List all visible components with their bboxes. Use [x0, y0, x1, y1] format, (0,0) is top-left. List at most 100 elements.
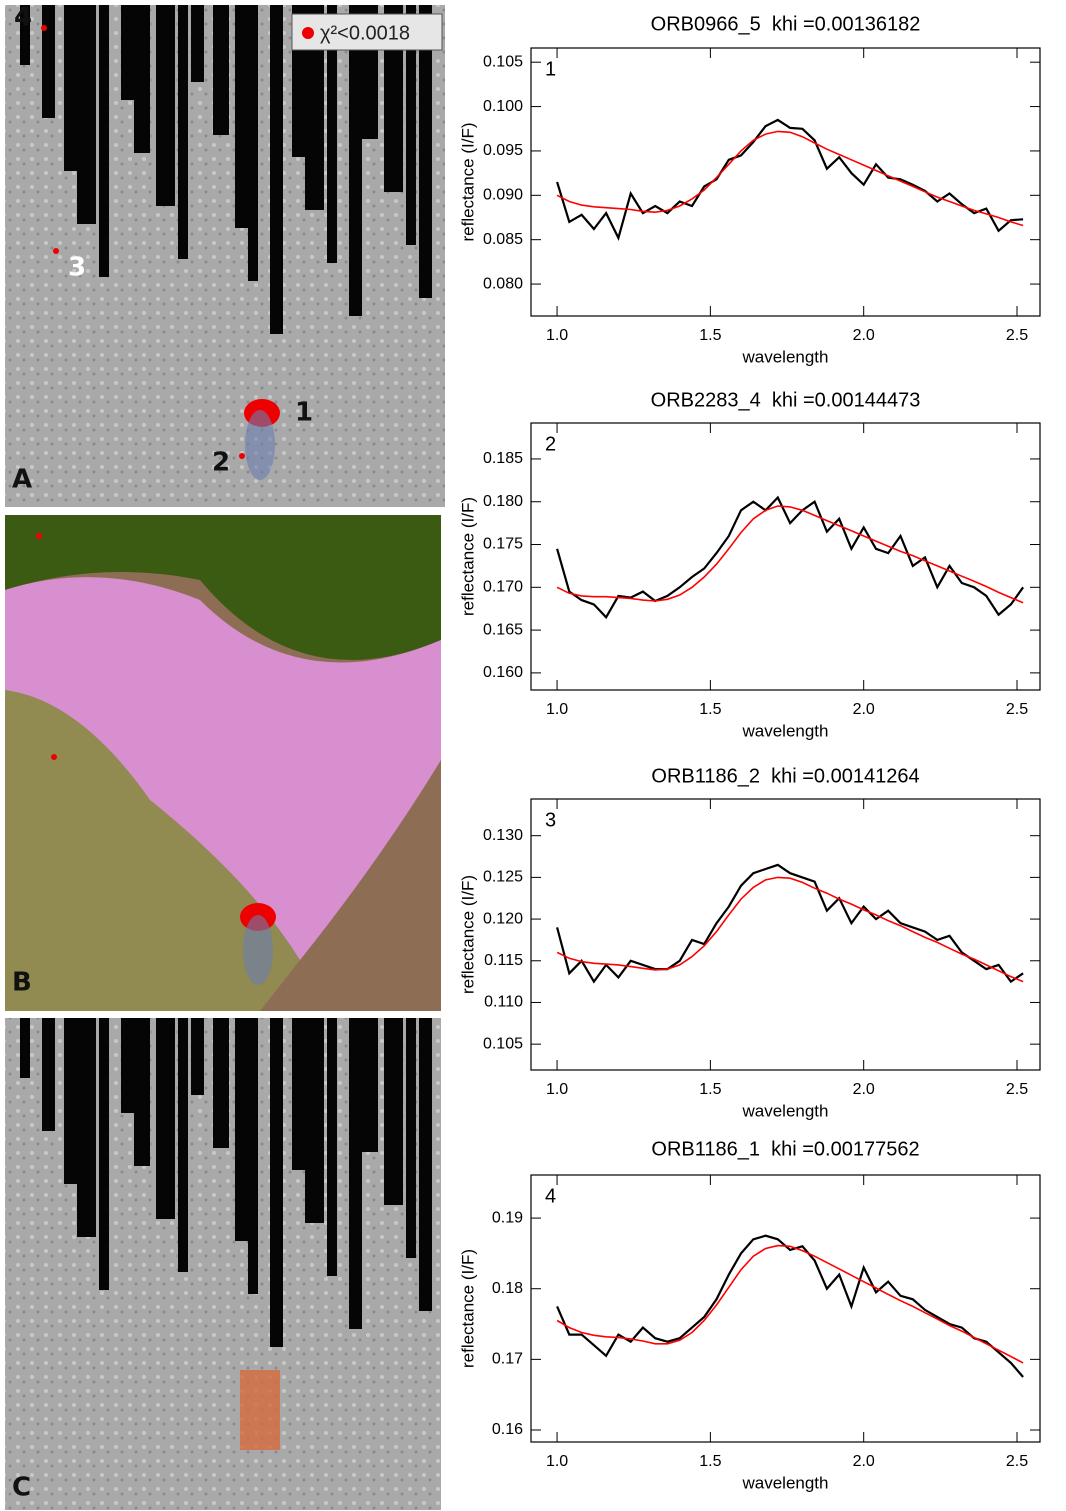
- plot-frame: [530, 798, 1041, 1071]
- y-tick-label: 0.180: [483, 493, 523, 510]
- strip: [270, 1018, 283, 1347]
- annotation: 3: [545, 809, 556, 831]
- plot-frame: [530, 47, 1041, 317]
- cluster: [245, 410, 275, 480]
- x-tick-label: 2.0: [853, 1453, 875, 1470]
- panel-label: C: [12, 1473, 31, 1503]
- maps: χ²<0.0018 4 3 1 2 A B C: [5, 3, 445, 1510]
- y-tick-label: 0.110: [484, 994, 523, 1011]
- strip: [64, 1018, 80, 1184]
- series-line: [556, 876, 1024, 983]
- x-tick-label: 1.0: [546, 327, 568, 344]
- site-label: 3: [68, 253, 86, 283]
- map-b-unit: [5, 515, 441, 660]
- y-tick-label: 0.105: [483, 1035, 523, 1052]
- strip: [77, 5, 96, 224]
- y-tick-label: 0.170: [483, 579, 523, 596]
- cluster: [240, 1370, 280, 1450]
- y-tick-label: 0.105: [483, 53, 523, 70]
- strip: [121, 5, 134, 100]
- x-tick-label: 2.5: [1006, 1453, 1028, 1470]
- strip: [213, 5, 229, 135]
- y-tick-label: 0.120: [483, 910, 523, 927]
- y-tick-label: 0.095: [483, 142, 523, 159]
- x-axis-label: wavelength: [741, 1473, 828, 1492]
- site-label: 1: [295, 398, 313, 428]
- strip: [121, 1018, 134, 1113]
- strip: [99, 1018, 109, 1290]
- y-tick-label: 0.090: [483, 187, 523, 204]
- x-tick-label: 1.5: [699, 327, 721, 344]
- strip: [349, 1018, 362, 1329]
- chart-title: ORB2283_4 khi =0.00144473: [651, 389, 921, 411]
- x-tick-label: 1.5: [699, 1453, 721, 1470]
- site-label: 4: [14, 3, 32, 33]
- y-tick-label: 0.17: [492, 1351, 523, 1368]
- cluster: [243, 915, 273, 985]
- y-tick-label: 0.185: [483, 450, 523, 467]
- strip: [270, 5, 283, 334]
- y-tick-label: 0.160: [483, 664, 523, 681]
- series-line: [556, 495, 1024, 620]
- strip: [305, 5, 324, 210]
- strip: [42, 1018, 55, 1131]
- strip: [305, 1018, 324, 1223]
- strip: [64, 5, 80, 171]
- x-axis-label: wavelength: [741, 347, 828, 366]
- strip: [134, 5, 150, 153]
- strips: [20, 5, 432, 1347]
- strip: [191, 5, 204, 82]
- x-tick-label: 2.0: [853, 1081, 875, 1098]
- strip: [384, 5, 403, 192]
- strip: [134, 1018, 150, 1166]
- y-tick-label: 0.080: [483, 275, 523, 292]
- charts: ORB0966_5 khi =0.00136182 1 wavelength refl…: [458, 13, 1041, 1492]
- map-b-unit: [5, 690, 300, 1011]
- x-tick-label: 1.0: [546, 701, 568, 718]
- strip: [292, 1018, 308, 1170]
- y-tick-label: 0.18: [492, 1280, 523, 1297]
- y-axis-label: reflectance (I/F): [458, 1249, 477, 1368]
- annotation: 2: [545, 433, 556, 455]
- strip: [406, 1018, 416, 1258]
- strip: [77, 1018, 96, 1237]
- series-line: [556, 863, 1024, 984]
- strip: [248, 5, 258, 281]
- y-tick-label: 0.100: [483, 98, 523, 115]
- chart-title: ORB1186_1 khi =0.00177562: [651, 1138, 919, 1160]
- y-tick-label: 0.19: [492, 1209, 523, 1226]
- annotation: 1: [545, 58, 556, 80]
- strip: [327, 5, 337, 263]
- strip: [384, 1018, 403, 1205]
- strip: [419, 5, 432, 298]
- x-tick-label: 2.5: [1006, 327, 1028, 344]
- plot-frame: [530, 422, 1041, 691]
- strip: [419, 1018, 432, 1311]
- strip: [248, 1018, 258, 1294]
- strip: [178, 5, 188, 259]
- y-tick-label: 0.115: [484, 952, 523, 969]
- series-line: [556, 130, 1024, 227]
- legend-box: [291, 13, 443, 51]
- legend-marker: [302, 27, 314, 39]
- strip: [362, 1018, 378, 1152]
- panel-label: B: [12, 968, 32, 998]
- x-tick-label: 1.5: [699, 701, 721, 718]
- y-tick-label: 0.16: [492, 1421, 523, 1438]
- map-b-unit: [5, 577, 441, 960]
- x-tick-label: 1.0: [546, 1081, 568, 1098]
- y-axis-label: reflectance (I/F): [458, 875, 477, 994]
- series-line: [556, 118, 1024, 241]
- y-axis-label: reflectance (I/F): [458, 497, 477, 616]
- strip: [156, 5, 175, 206]
- chart-title: ORB1186_2 khi =0.00141264: [651, 765, 919, 787]
- chart-title: ORB0966_5 khi =0.00136182: [651, 13, 921, 35]
- strip: [156, 1018, 175, 1219]
- y-axis-label: reflectance (I/F): [458, 122, 477, 241]
- strip: [349, 5, 362, 316]
- x-tick-label: 1.0: [546, 1453, 568, 1470]
- strip: [406, 5, 416, 245]
- series-line: [556, 505, 1024, 604]
- x-axis-label: wavelength: [741, 1101, 828, 1120]
